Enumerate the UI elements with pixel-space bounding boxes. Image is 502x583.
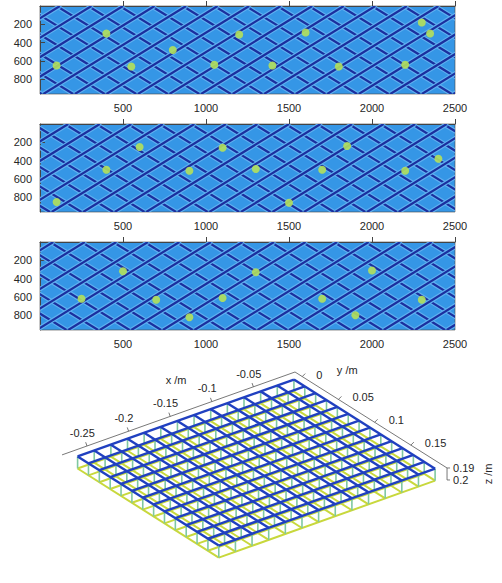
- svg-text:400: 400: [14, 37, 32, 49]
- svg-text:1500: 1500: [277, 338, 301, 350]
- svg-text:-0.15: -0.15: [153, 397, 178, 409]
- svg-text:200: 200: [14, 136, 32, 148]
- svg-text:2000: 2000: [360, 102, 384, 114]
- svg-text:600: 600: [14, 173, 32, 185]
- svg-text:y /m: y /m: [337, 364, 358, 376]
- svg-text:x /m: x /m: [166, 374, 187, 386]
- svg-text:0.19: 0.19: [453, 462, 474, 474]
- svg-text:1500: 1500: [277, 102, 301, 114]
- svg-text:600: 600: [14, 291, 32, 303]
- svg-text:400: 400: [14, 155, 32, 167]
- svg-text:0.2: 0.2: [453, 474, 468, 486]
- svg-text:500: 500: [114, 338, 132, 350]
- svg-text:1000: 1000: [194, 338, 218, 350]
- svg-text:-0.2: -0.2: [114, 412, 133, 424]
- svg-text:800: 800: [14, 191, 32, 203]
- svg-text:500: 500: [114, 220, 132, 232]
- svg-text:0.15: 0.15: [425, 437, 446, 449]
- svg-text:2500: 2500: [443, 220, 467, 232]
- svg-text:-0.05: -0.05: [236, 368, 261, 380]
- svg-text:800: 800: [14, 309, 32, 321]
- svg-text:200: 200: [14, 254, 32, 266]
- svg-text:z /m: z /m: [482, 464, 494, 485]
- svg-text:1500: 1500: [277, 220, 301, 232]
- svg-text:1000: 1000: [194, 102, 218, 114]
- svg-text:2000: 2000: [360, 338, 384, 350]
- svg-text:-0.25: -0.25: [70, 427, 95, 439]
- svg-text:200: 200: [14, 18, 32, 30]
- svg-text:2000: 2000: [360, 220, 384, 232]
- svg-text:2500: 2500: [443, 338, 467, 350]
- svg-text:1000: 1000: [194, 220, 218, 232]
- svg-text:2500: 2500: [443, 102, 467, 114]
- svg-text:800: 800: [14, 73, 32, 85]
- svg-text:600: 600: [14, 55, 32, 67]
- svg-text:0.1: 0.1: [389, 414, 404, 426]
- svg-text:0.05: 0.05: [352, 391, 373, 403]
- svg-text:0: 0: [316, 369, 322, 381]
- svg-text:-0.1: -0.1: [198, 382, 217, 394]
- svg-text:500: 500: [114, 102, 132, 114]
- svg-text:400: 400: [14, 273, 32, 285]
